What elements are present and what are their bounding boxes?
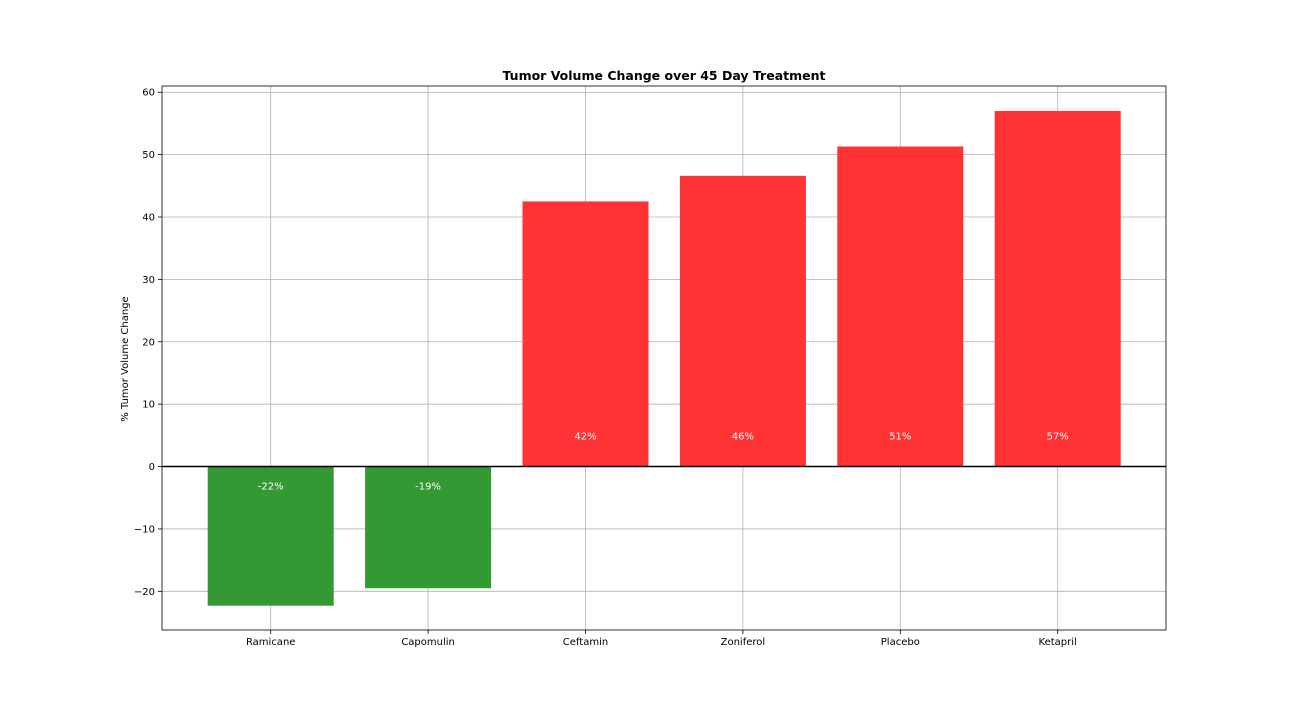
y-tick-label: 20 [142,337,155,348]
bars [207,110,1121,606]
y-tick-label: 60 [142,88,155,99]
y-tick-label: 10 [142,400,155,411]
y-tick-label: 30 [142,275,155,286]
plot-area-border [161,85,1167,631]
y-tick-label: −10 [134,524,155,535]
x-tick-label: Placebo [881,637,920,648]
y-tick-label: 0 [149,462,155,473]
x-tick-label: Ceftamin [563,637,608,648]
x-tick-label: Ramicane [246,637,296,648]
y-tick-label: −20 [134,587,155,598]
y-tick-label: 40 [142,213,155,224]
y-tick-label: 50 [142,150,155,161]
data-labels: -22% -19% 42% 46% 51% 57% [258,432,1069,493]
y-axis-ticks: −20 −10 0 10 20 30 40 50 60 [134,88,162,598]
x-tick-label: Capomulin [401,637,455,648]
x-tick-label: Ketapril [1039,637,1077,648]
bar-placebo [837,146,964,467]
chart-title: Tumor Volume Change over 45 Day Treatmen… [503,68,826,83]
x-tick-label: Zoniferol [721,637,766,648]
data-label: -22% [258,482,284,493]
plot-frame [161,85,1167,631]
data-label: -19% [415,482,441,493]
bar-capomulin [365,466,492,589]
y-axis-label: % Tumor Volume Change [120,296,131,421]
data-label: 51% [889,432,911,443]
bar-zoniferol [679,175,806,467]
bar-ketapril [994,110,1121,467]
data-label: 57% [1047,432,1069,443]
bar-ramicane [207,466,334,606]
x-axis-ticks: Ramicane Capomulin Ceftamin Zoniferol Placeb… [246,630,1077,648]
bar-ceftamin [522,201,649,467]
data-label: 46% [732,432,754,443]
data-label: 42% [574,432,596,443]
